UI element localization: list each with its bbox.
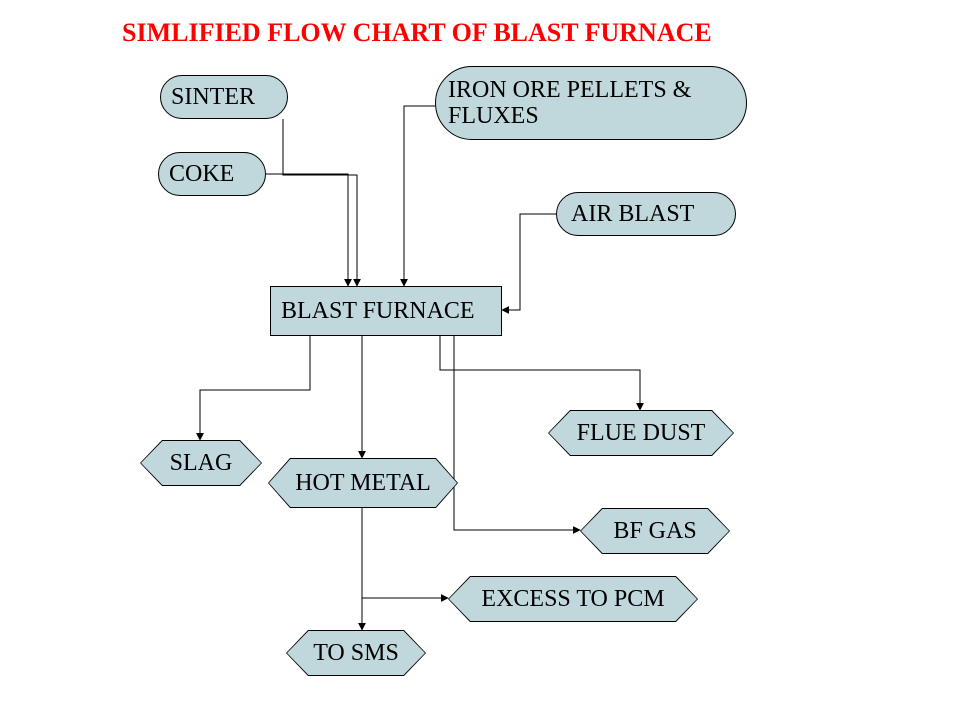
edge-blast_furn_to_fluedust — [440, 336, 640, 410]
node-hot_metal: HOT METAL — [268, 458, 458, 508]
node-label: SLAG — [170, 450, 233, 476]
node-label: FLUE DUST — [577, 420, 706, 446]
node-label: COKE — [169, 161, 234, 187]
edge-blast_furn_to_slag — [200, 336, 310, 440]
node-iron_ore: IRON ORE PELLETS & FLUXES — [435, 66, 747, 140]
node-sinter: SINTER — [160, 75, 288, 119]
edge-air_blast — [502, 214, 556, 310]
node-bf_gas: BF GAS — [580, 508, 730, 554]
node-air_blast: AIR BLAST — [556, 192, 736, 236]
node-label: IRON ORE PELLETS & FLUXES — [448, 77, 691, 130]
node-label: EXCESS TO PCM — [481, 586, 664, 612]
edge-hotmetal_to_excess — [362, 508, 448, 598]
node-slag: SLAG — [140, 440, 262, 486]
edge-iron_ore — [404, 106, 435, 286]
node-blast_furn: BLAST FURNACE — [270, 286, 502, 336]
node-label: BLAST FURNACE — [281, 298, 475, 324]
edge-coke — [266, 174, 348, 286]
node-flue_dust: FLUE DUST — [548, 410, 734, 456]
diagram-title: SIMLIFIED FLOW CHART OF BLAST FURNACE — [122, 18, 712, 48]
node-label: HOT METAL — [295, 470, 431, 496]
node-label: TO SMS — [313, 640, 399, 666]
diagram-stage: SIMLIFIED FLOW CHART OF BLAST FURNACE SI… — [0, 0, 960, 720]
edge-sinter — [283, 119, 357, 286]
node-label: SINTER — [171, 84, 255, 110]
node-coke: COKE — [158, 152, 266, 196]
node-label: BF GAS — [613, 518, 696, 544]
node-to_sms: TO SMS — [286, 630, 426, 676]
node-excess_pcm: EXCESS TO PCM — [448, 576, 698, 622]
node-label: AIR BLAST — [571, 201, 694, 227]
